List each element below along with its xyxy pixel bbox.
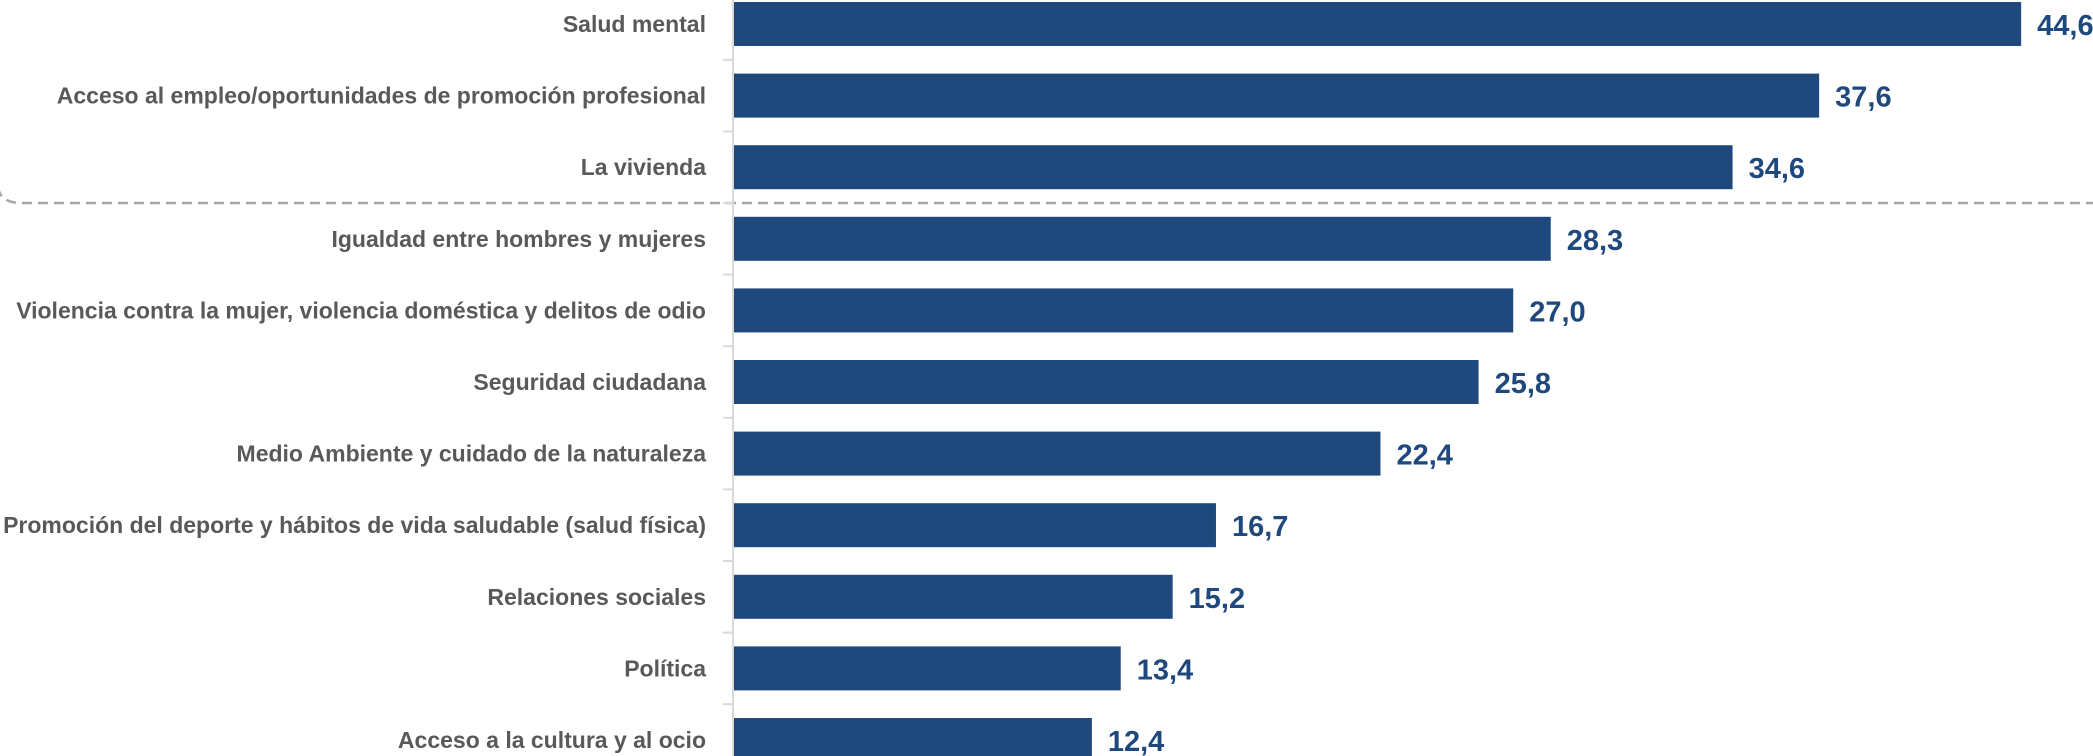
- data-label: 16,7: [1232, 511, 1288, 543]
- bar: [734, 216, 1551, 261]
- bar: [734, 2, 2022, 46]
- bar: [734, 360, 1479, 404]
- category-label: Seguridad ciudadana: [473, 369, 706, 395]
- bar: [734, 574, 1173, 619]
- data-label: 28,3: [1567, 225, 1623, 257]
- data-label: 44,6: [2037, 10, 2093, 42]
- category-label: Acceso al empleo/oportunidades de promoc…: [57, 83, 706, 109]
- bar: [734, 288, 1514, 333]
- bars-layer: [734, 2, 2022, 756]
- bar: [734, 718, 1092, 756]
- category-label: La vivienda: [581, 154, 706, 180]
- labels-layer: Salud mental 44,6 Acceso al empleo/oportun…: [3, 10, 2093, 756]
- bar: [734, 431, 1381, 476]
- category-label: Salud mental: [563, 11, 706, 37]
- category-label: Promoción del deporte y hábitos de vida …: [3, 512, 706, 538]
- data-label: 22,4: [1396, 440, 1452, 472]
- category-label: Relaciones sociales: [487, 584, 706, 610]
- data-label: 12,4: [1108, 726, 1164, 756]
- category-label: Violencia contra la mujer, violencia dom…: [16, 297, 706, 323]
- bar: [734, 73, 1820, 118]
- data-label: 15,2: [1189, 583, 1245, 615]
- top-three-separator: [0, 190, 2093, 205]
- bar: [734, 646, 1121, 691]
- data-label: 34,6: [1749, 153, 1805, 185]
- bar: [734, 145, 1733, 190]
- tick-marks: [723, 58, 733, 706]
- category-label: Política: [624, 655, 706, 681]
- category-label: Medio Ambiente y cuidado de la naturalez…: [237, 441, 707, 467]
- data-label: 25,8: [1495, 368, 1551, 400]
- bar: [734, 503, 1216, 548]
- category-label: Acceso a la cultura y al ocio: [398, 727, 706, 753]
- category-label: Igualdad entre hombres y mujeres: [331, 226, 706, 252]
- data-label: 27,0: [1529, 296, 1585, 328]
- data-label: 37,6: [1835, 82, 1891, 114]
- data-label: 13,4: [1137, 654, 1193, 686]
